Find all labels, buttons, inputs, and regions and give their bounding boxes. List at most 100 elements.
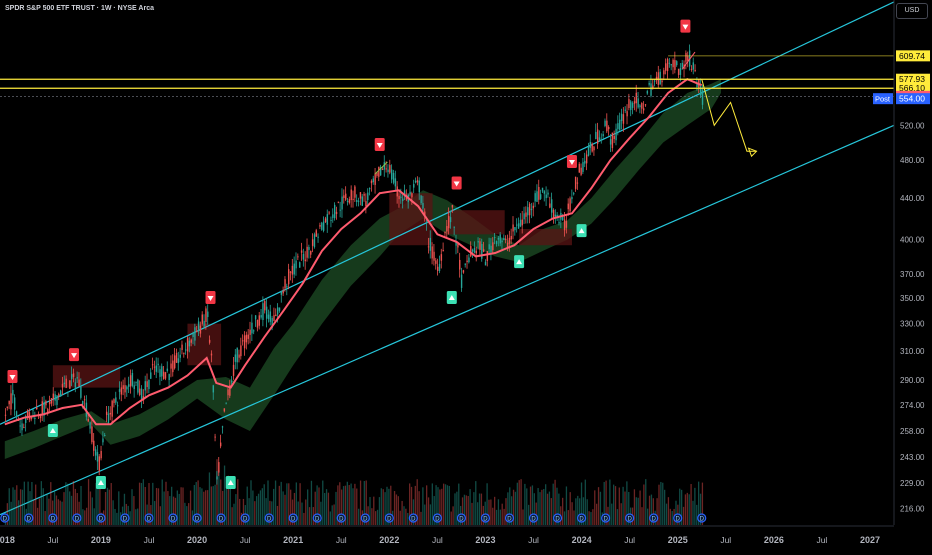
volume-bar [91, 497, 93, 525]
dividend-icon[interactable] [72, 513, 82, 523]
dividend-icon[interactable] [144, 513, 154, 523]
candle-body [552, 210, 555, 218]
candle-body [304, 259, 306, 262]
candle-body [322, 221, 325, 231]
dividend-icon[interactable] [480, 513, 491, 523]
dividend-icon[interactable] [264, 513, 274, 523]
candle-body [21, 423, 23, 431]
volume-bar [106, 487, 109, 525]
candle-body [280, 291, 283, 295]
volume-bar [104, 492, 107, 525]
level-badge-577[interactable] [896, 73, 930, 85]
volume-bar [563, 511, 566, 525]
candle-body [444, 232, 446, 234]
post-tag[interactable] [873, 93, 893, 105]
currency-badge[interactable]: USD [896, 3, 928, 19]
volume-bar [662, 482, 664, 525]
volume-bar [407, 512, 409, 525]
candle-body [254, 315, 257, 320]
candle-body [326, 214, 329, 225]
dividend-icon[interactable] [673, 513, 683, 523]
dividend-icon[interactable] [601, 513, 611, 523]
candle-body [12, 389, 14, 396]
candle-body [249, 329, 251, 335]
dividend-icon[interactable] [456, 513, 467, 523]
dividend-icon[interactable] [192, 513, 202, 523]
volume-bar [507, 492, 509, 525]
candle-body [503, 238, 505, 240]
candle-body [118, 389, 121, 392]
candle-body [181, 344, 183, 351]
volume-bar [140, 482, 143, 525]
dividend-icon[interactable] [48, 513, 58, 523]
dividend-icon[interactable] [528, 513, 539, 523]
volume-bar [12, 487, 14, 525]
candle-body [245, 334, 248, 343]
volume-bar [263, 484, 265, 525]
volume-bar [197, 480, 199, 525]
dividend-icon[interactable] [552, 513, 563, 523]
post-price-badge[interactable] [896, 93, 930, 105]
volume-bar [427, 497, 430, 525]
volume-bar [331, 505, 333, 525]
candle-body [602, 134, 604, 137]
volume-bar [454, 493, 456, 525]
dividend-icon[interactable] [240, 513, 250, 523]
channel-lower-line[interactable] [0, 124, 895, 516]
level-badge-577-label: 577.93 [899, 74, 925, 84]
dividend-icon[interactable] [697, 513, 707, 523]
dividend-label: D [195, 517, 200, 523]
dividend-icon[interactable] [576, 513, 587, 523]
candle-body [666, 58, 669, 72]
dividend-icon[interactable] [649, 513, 659, 523]
volume-bar [8, 488, 10, 525]
candle-body [506, 242, 509, 248]
dividend-icon[interactable] [216, 513, 226, 523]
volume-bar [189, 490, 192, 525]
candle-body [400, 196, 402, 198]
level-badge-566[interactable] [896, 82, 930, 94]
volume-bar [246, 486, 248, 525]
dividend-icon[interactable] [0, 513, 10, 523]
candle-body [78, 379, 80, 387]
sell-arrow-icon [9, 375, 16, 381]
sell-arrow-icon [207, 295, 214, 301]
channel-upper-line[interactable] [0, 1, 895, 425]
dividend-icon[interactable] [168, 513, 178, 523]
dividend-icon[interactable] [384, 513, 394, 523]
volume-bar [554, 479, 556, 525]
dividend-icon[interactable] [24, 513, 34, 523]
volume-bar [271, 501, 273, 525]
dividend-icon[interactable] [360, 513, 370, 523]
dividend-icon[interactable] [288, 513, 298, 523]
candle-body [687, 56, 689, 61]
volume-bar [497, 499, 500, 525]
volume-bar [18, 500, 20, 525]
candle-body [32, 409, 34, 411]
dividend-icon[interactable] [432, 513, 442, 523]
dividend-icon[interactable] [336, 513, 346, 523]
x-tick-label: 2023 [475, 535, 495, 545]
dividend-icon[interactable] [96, 513, 106, 523]
level-badge-609[interactable] [896, 50, 930, 62]
dividend-icon[interactable] [408, 513, 418, 523]
dividend-icon[interactable] [312, 513, 322, 523]
volume-bar [52, 500, 54, 525]
candle-body [593, 146, 595, 151]
candle-body [657, 72, 660, 85]
candle-body [681, 62, 683, 68]
candle-body [549, 203, 551, 208]
dividend-icon[interactable] [625, 513, 635, 523]
time-axis[interactable] [0, 525, 932, 550]
volume-bar [552, 483, 554, 525]
volume-bar [108, 489, 110, 525]
candle-body [168, 374, 170, 381]
dividend-icon[interactable] [504, 513, 515, 523]
candle-body [334, 204, 336, 219]
candle-body [297, 256, 299, 258]
candle-body [289, 271, 292, 273]
volume-bar [163, 491, 165, 525]
dividend-icon[interactable] [120, 513, 130, 523]
